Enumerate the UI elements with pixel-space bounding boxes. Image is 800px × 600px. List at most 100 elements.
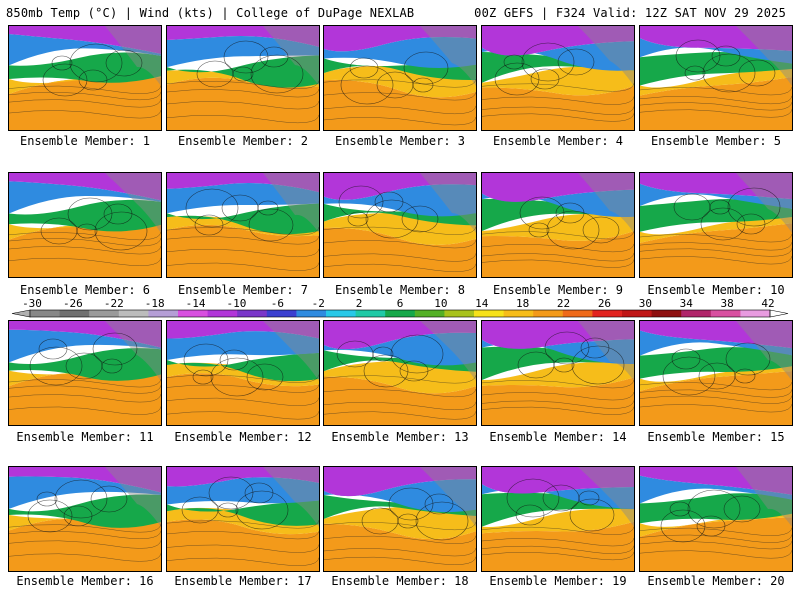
height-contour	[324, 239, 476, 249]
height-contour	[9, 91, 161, 101]
temperature-band	[324, 58, 476, 81]
height-contour	[185, 188, 239, 228]
land-mass	[420, 173, 476, 233]
height-contour	[662, 356, 716, 396]
height-contour	[482, 537, 634, 547]
height-contour	[9, 406, 161, 415]
ensemble-member-map	[323, 320, 477, 426]
colorbar-segment	[503, 310, 534, 317]
panel-label: Ensemble Member: 15	[647, 430, 785, 444]
land-mass	[263, 467, 319, 527]
height-contour	[506, 478, 560, 518]
height-contour	[557, 48, 595, 76]
height-contour	[67, 197, 113, 231]
height-contour	[390, 334, 444, 374]
temperature-colorbar: -30 -26 -22 -18 -14 -10 -6 -2 2 6 10 14 18 22 26 30 34 38…	[11, 297, 789, 318]
height-contour	[482, 391, 634, 401]
land-mass	[578, 26, 634, 86]
height-contour	[700, 207, 746, 241]
temperature-band	[167, 321, 319, 339]
ensemble-member-map	[323, 466, 477, 572]
height-contour	[517, 351, 555, 379]
height-contour	[324, 92, 476, 101]
height-contour	[9, 257, 161, 266]
height-contour	[9, 99, 161, 108]
panel-label: Ensemble Member: 13	[331, 430, 469, 444]
height-contour	[324, 253, 476, 262]
height-contour	[167, 557, 319, 566]
height-contour	[9, 553, 161, 562]
colorbar-segment	[710, 310, 741, 317]
height-contour	[9, 540, 161, 549]
height-contour	[482, 551, 634, 561]
temperature-band	[640, 216, 792, 243]
ensemble-member-map	[8, 320, 162, 426]
colorbar-tick-label: -26	[63, 297, 83, 310]
height-contour	[415, 501, 469, 541]
ensemble-member-map	[639, 320, 793, 426]
height-contour	[640, 248, 792, 257]
temperature-band	[9, 514, 161, 531]
ensemble-member-map	[166, 172, 320, 278]
colorbar-segment	[296, 310, 327, 317]
temperature-band	[482, 52, 634, 83]
colorbar-tick-label: -14	[186, 297, 206, 310]
colorbar-segment	[444, 310, 475, 317]
colorbar-segment	[266, 310, 297, 317]
temperature-band	[9, 476, 161, 509]
height-contour	[544, 331, 590, 365]
height-contour	[338, 185, 384, 219]
colorbar-segment	[148, 310, 179, 317]
temperature-band	[482, 198, 634, 232]
land-mass	[105, 321, 161, 381]
temperature-band	[9, 225, 161, 277]
temperature-band	[482, 26, 634, 56]
height-contour	[167, 397, 319, 406]
height-contour	[640, 242, 792, 251]
panel-label: Ensemble Member: 18	[331, 574, 469, 588]
temperature-band	[9, 26, 161, 54]
height-contour	[482, 406, 634, 415]
height-contour	[673, 193, 711, 221]
ensemble-member-map	[481, 466, 635, 572]
temperature-band	[482, 377, 634, 425]
temperature-band	[324, 227, 476, 277]
height-contour	[571, 345, 625, 385]
temperature-band	[640, 38, 792, 64]
ensemble-member-map	[323, 172, 477, 278]
panel-label: Ensemble Member: 20	[647, 574, 785, 588]
temperature-band	[167, 26, 319, 47]
height-contour	[640, 550, 792, 559]
height-contour	[640, 403, 792, 413]
temperature-band	[640, 183, 792, 209]
height-contour	[669, 501, 691, 517]
temperature-band	[482, 361, 634, 388]
panel-label: Ensemble Member: 3	[334, 134, 466, 148]
height-contour	[9, 530, 161, 540]
height-contour	[640, 95, 792, 105]
temperature-band	[9, 348, 161, 381]
colorbar-tick-label: -2	[312, 297, 325, 310]
height-contour	[90, 485, 128, 513]
ensemble-member-map	[481, 172, 635, 278]
temperature-band	[9, 467, 161, 493]
height-contour	[640, 381, 792, 391]
height-contour	[167, 374, 319, 383]
height-contour	[9, 109, 161, 119]
height-contour	[167, 114, 319, 124]
temperature-band	[167, 173, 319, 193]
colorbar-segment	[178, 310, 209, 317]
height-contour	[167, 544, 319, 553]
colorbar-segment	[651, 310, 682, 317]
colorbar-segment	[355, 310, 386, 317]
temperature-band	[482, 321, 634, 349]
height-contour	[29, 346, 83, 386]
ensemble-member-map	[323, 25, 477, 131]
temperature-band	[9, 173, 161, 201]
height-contour	[92, 332, 138, 366]
colorbar-tick-label: -18	[145, 297, 165, 310]
temperature-band	[167, 55, 319, 88]
height-contour	[9, 393, 161, 403]
colorbar-segment	[326, 310, 357, 317]
colorbar-tick-label: 14	[475, 297, 489, 310]
